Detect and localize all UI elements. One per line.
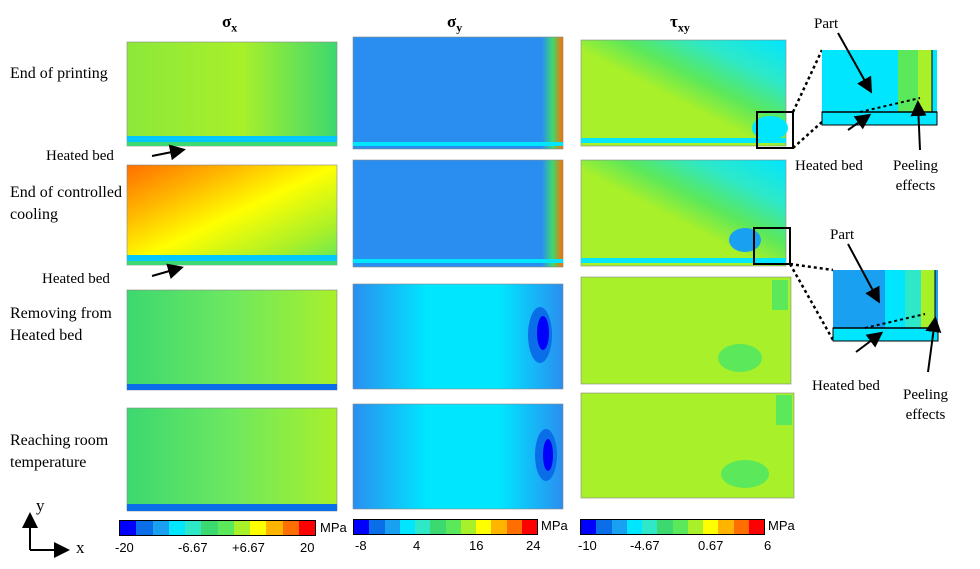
column-header-tau-xy: τxy: [670, 12, 690, 35]
colorbar-swatch: [626, 520, 642, 534]
zoom-box-row1: [756, 111, 794, 149]
colorbar-sigma-y-tick: -8: [355, 538, 367, 553]
colorbar-swatch: [642, 520, 658, 534]
contour-sigma-x-removing-from-heated-bed: [126, 289, 338, 391]
zoom2-peeling-effects-label: Peeling effects: [903, 387, 948, 423]
colorbar-swatch: [217, 521, 234, 535]
axis-label-x: x: [76, 538, 85, 557]
colorbar-sigma-y-tick: 4: [413, 538, 421, 553]
colorbar-swatch: [185, 521, 202, 535]
colorbar-swatch: [596, 520, 612, 534]
colorbar-swatch: [657, 520, 673, 534]
zoom1-part-label: Part: [814, 16, 839, 32]
contour-sigma-y-end-of-printing: [352, 36, 564, 150]
colorbar-tau-xy-tick: 6: [764, 538, 772, 553]
contour-tau-xy-removing-from-heated-bed: [580, 276, 792, 385]
colorbar-swatch: [282, 521, 299, 535]
colorbar-swatch: [369, 520, 385, 534]
colorbar-swatch: [266, 521, 283, 535]
contour-tau-xy-end-of-controlled-cooling: [580, 159, 787, 267]
colorbar-swatch: [250, 521, 267, 535]
colorbar-swatch: [201, 521, 218, 535]
colorbar-sigma-y-tick: 16: [469, 538, 484, 553]
colorbar-tau-xy: [580, 519, 765, 535]
colorbar-swatch: [748, 520, 764, 534]
colorbar-swatch: [581, 520, 597, 534]
heated-bed-label-row2: Heated bed: [42, 271, 110, 287]
colorbar-sigma-x: [119, 520, 316, 536]
contour-tau-xy-reaching-room-temperature: [580, 392, 795, 499]
contour-sigma-y-removing-from-heated-bed: [352, 283, 564, 390]
colorbar-swatch: [718, 520, 734, 534]
axis-label-y: y: [36, 496, 45, 515]
row-label-reaching-room-temperature: Reaching room temperature: [10, 432, 109, 471]
zoom-box-row2: [753, 227, 791, 265]
column-header-sigma-x: σx: [222, 12, 238, 35]
colorbar-tau-xy-unit: MPa: [768, 518, 795, 533]
zoom1-heated-bed-label: Heated bed: [795, 158, 863, 174]
colorbar-tau-xy-tick: 0.67: [698, 538, 724, 553]
colorbar-swatch: [476, 520, 492, 534]
colorbar-swatch: [415, 520, 431, 534]
colorbar-swatch: [298, 521, 315, 535]
zoom2-heated-bed-label: Heated bed: [812, 378, 880, 394]
contour-sigma-y-reaching-room-temperature: [352, 403, 564, 510]
colorbar-swatch: [687, 520, 703, 534]
column-header-sigma-y: σy: [447, 12, 463, 35]
colorbar-swatch: [703, 520, 719, 534]
contour-tau-xy-end-of-printing: [580, 39, 788, 147]
colorbar-swatch: [445, 520, 461, 534]
colorbar-sigma-y-unit: MPa: [541, 518, 568, 533]
zoom-detail-end-of-printing: [821, 50, 938, 126]
contour-sigma-x-end-of-controlled-cooling: [126, 164, 338, 266]
colorbar-swatch: [460, 520, 476, 534]
contour-sigma-x-end-of-printing: [126, 41, 338, 147]
colorbar-sigma-x-tick: 20: [300, 540, 315, 555]
colorbar-swatch: [120, 521, 137, 535]
colorbar-sigma-x-tick: -6.67: [178, 540, 208, 555]
colorbar-swatch: [233, 521, 250, 535]
colorbar-swatch: [354, 520, 370, 534]
colorbar-sigma-x-tick: -20: [115, 540, 134, 555]
colorbar-swatch: [506, 520, 522, 534]
contour-sigma-x-reaching-room-temperature: [126, 407, 338, 512]
colorbar-swatch: [611, 520, 627, 534]
row-label-end-of-printing: End of printing: [10, 65, 108, 82]
colorbar-swatch: [152, 521, 169, 535]
colorbar-swatch: [491, 520, 507, 534]
colorbar-tau-xy-tick: -10: [578, 538, 597, 553]
colorbar-swatch: [672, 520, 688, 534]
colorbar-tau-xy-tick: -4.67: [630, 538, 660, 553]
coordinate-axes: [22, 512, 70, 558]
colorbar-swatch: [733, 520, 749, 534]
colorbar-sigma-x-unit: MPa: [320, 520, 347, 535]
row-label-removing-from-heated-bed: Removing from Heated bed: [10, 305, 112, 344]
colorbar-sigma-y: [353, 519, 538, 535]
colorbar-swatch: [430, 520, 446, 534]
zoom-detail-end-of-controlled-cooling: [832, 270, 939, 342]
zoom2-part-label: Part: [830, 227, 855, 243]
colorbar-sigma-y-tick: 24: [526, 538, 541, 553]
colorbar-swatch: [384, 520, 400, 534]
colorbar-swatch: [136, 521, 153, 535]
colorbar-swatch: [521, 520, 537, 534]
row-label-end-of-controlled-cooling: End of controlled cooling: [10, 184, 122, 223]
colorbar-sigma-x-tick: +6.67: [232, 540, 265, 555]
zoom1-peeling-effects-label: Peeling effects: [893, 158, 938, 194]
colorbar-swatch: [399, 520, 415, 534]
heated-bed-label-row1: Heated bed: [46, 148, 114, 164]
contour-sigma-y-end-of-controlled-cooling: [352, 159, 564, 268]
colorbar-swatch: [168, 521, 185, 535]
